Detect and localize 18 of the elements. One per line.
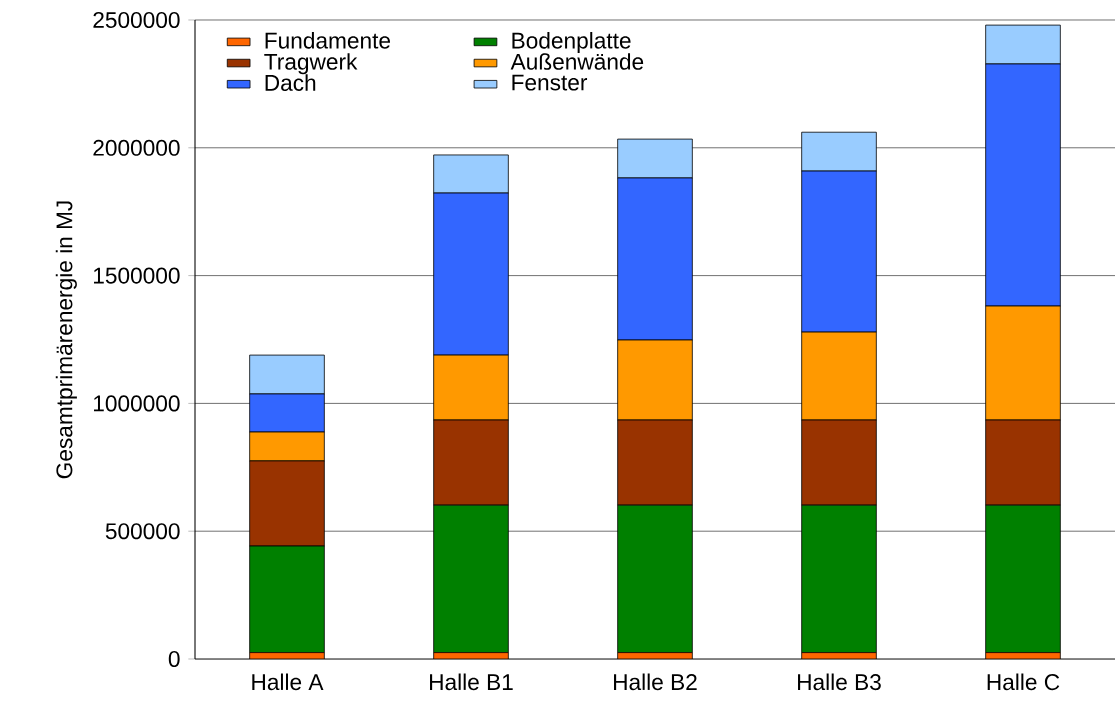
x-tick-label: Halle C: [987, 673, 1060, 691]
legend-label: Außenwände: [510, 53, 644, 70]
y-tick-label: 500000: [105, 523, 180, 540]
x-tick-label: Halle A: [252, 673, 324, 691]
legend-label: Fundamente: [265, 31, 391, 49]
x-tick-label: Halle B1: [430, 673, 513, 691]
x-tick-label: Halle B2: [614, 673, 697, 691]
legend-label: Fenster: [512, 74, 588, 91]
y-tick-label: 1500000: [94, 267, 180, 284]
y-tick-label: 1000000: [94, 395, 180, 412]
legend-label: Dach: [265, 74, 316, 91]
y-tick-label: 2500000: [93, 11, 180, 29]
y-tick-label: 0: [168, 650, 180, 668]
legend-label: Tragwerk: [264, 53, 358, 75]
x-tick-label: Halle B3: [798, 673, 881, 691]
legend-label: Bodenplatte: [512, 31, 631, 54]
y-axis-title: Gesamtprimärenergie in MJ: [55, 201, 77, 479]
y-tick-label: 2000000: [93, 139, 180, 156]
